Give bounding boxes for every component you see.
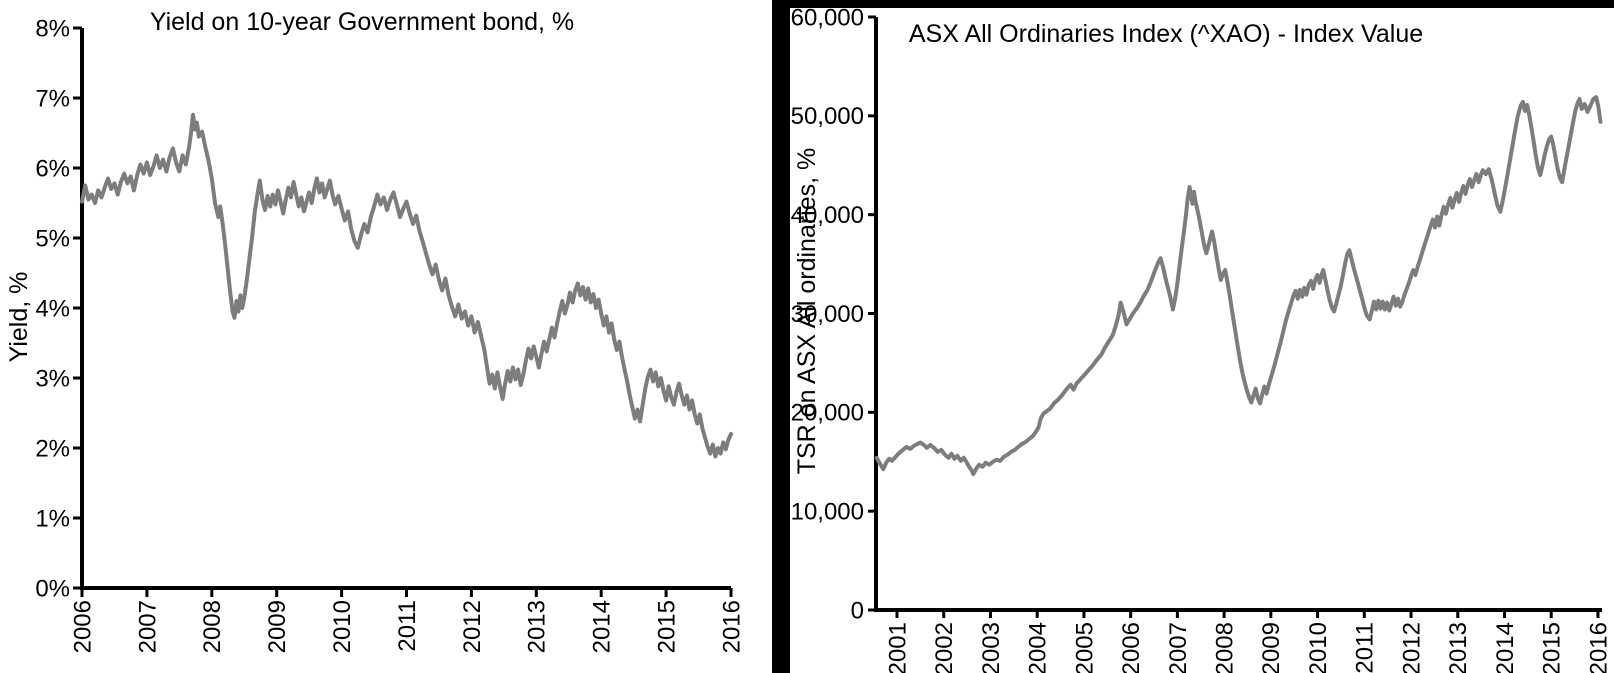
bond-yield-y-axis-title: Yield, % xyxy=(5,271,33,363)
x-tick-label: 2010 xyxy=(1305,622,1332,673)
x-tick-label: 2015 xyxy=(1539,622,1566,673)
top-border xyxy=(772,0,1614,8)
x-tick-label: 2009 xyxy=(1258,622,1285,673)
bond-yield-chart-title: Yield on 10-year Government bond, % xyxy=(149,8,575,36)
y-tick-label: 1% xyxy=(35,505,70,532)
x-tick-label: 2011 xyxy=(394,600,421,652)
x-tick-label: 2014 xyxy=(1492,622,1519,673)
y-tick-label: 20,000 xyxy=(791,400,864,427)
asx-index-line-chart: 0 10,000 20,000 30,000 40,000 50,000 60,000 200… xyxy=(791,4,1613,673)
data-series-line xyxy=(874,95,1603,477)
x-tick-label: 2011 xyxy=(1352,622,1379,673)
x-tick-label: 2008 xyxy=(1212,622,1239,673)
x-tick-label: 2012 xyxy=(459,600,486,653)
x-tick-label: 2009 xyxy=(264,600,291,653)
bond-yield-chart-panel: Yield on 10-year Government bond, % Yiel… xyxy=(0,0,772,673)
x-tick-label: 2003 xyxy=(978,622,1005,673)
y-tick-label: 3% xyxy=(35,365,70,392)
x-tick-label: 2006 xyxy=(69,600,96,653)
x-tick-label: 2004 xyxy=(1025,622,1052,673)
y-tick-label: 4% xyxy=(35,295,70,322)
x-tick-label: 2001 xyxy=(884,622,911,673)
x-tick-label: 2007 xyxy=(134,600,161,653)
x-tick-label: 2007 xyxy=(1165,622,1192,673)
x-tick-label: 2010 xyxy=(329,600,356,653)
x-tick-label: 2016 xyxy=(718,600,745,653)
y-tick-label: 10,000 xyxy=(791,499,864,526)
data-series-line xyxy=(80,112,733,459)
asx-index-chart-title: ASX All Ordinaries Index (^XAO) - Index … xyxy=(908,20,1424,48)
x-tick-label: 2013 xyxy=(524,600,551,653)
asx-index-chart-panel: ASX All Ordinaries Index (^XAO) - Index … xyxy=(790,0,1614,673)
y-tick-label: 2% xyxy=(35,435,70,462)
x-tick-label: 2013 xyxy=(1445,622,1472,673)
x-tick-label: 2006 xyxy=(1118,622,1145,673)
y-tick-label: 5% xyxy=(35,225,70,252)
y-tick-label: 0 xyxy=(851,597,864,624)
y-tick-label: 7% xyxy=(35,85,70,112)
bond-yield-line-chart: 0% 1% 2% 3% 4% 5% 6% 7% 8% 2006 2007 2008 2009 2010 20… xyxy=(35,15,745,653)
x-tick-label: 2014 xyxy=(589,600,616,653)
y-tick-label: 50,000 xyxy=(791,103,864,130)
x-tick-label: 2012 xyxy=(1398,622,1425,673)
x-tick-label: 2015 xyxy=(654,600,681,653)
panel-divider xyxy=(772,0,790,673)
x-tick-label: 2008 xyxy=(199,600,226,653)
y-tick-label: 0% xyxy=(35,575,70,602)
x-tick-label: 2002 xyxy=(931,622,958,673)
x-tick-label: 2005 xyxy=(1071,622,1098,673)
y-tick-label: 6% xyxy=(35,155,70,182)
x-tick-label: 2016 xyxy=(1585,622,1612,673)
y-tick-label: 40,000 xyxy=(791,202,864,229)
y-tick-label: 30,000 xyxy=(791,301,864,328)
asx-index-y-axis-title: TSR on ASX All ordinaries, % xyxy=(793,147,821,475)
y-tick-label: 8% xyxy=(35,15,70,42)
y-tick-label: 60,000 xyxy=(791,4,864,31)
